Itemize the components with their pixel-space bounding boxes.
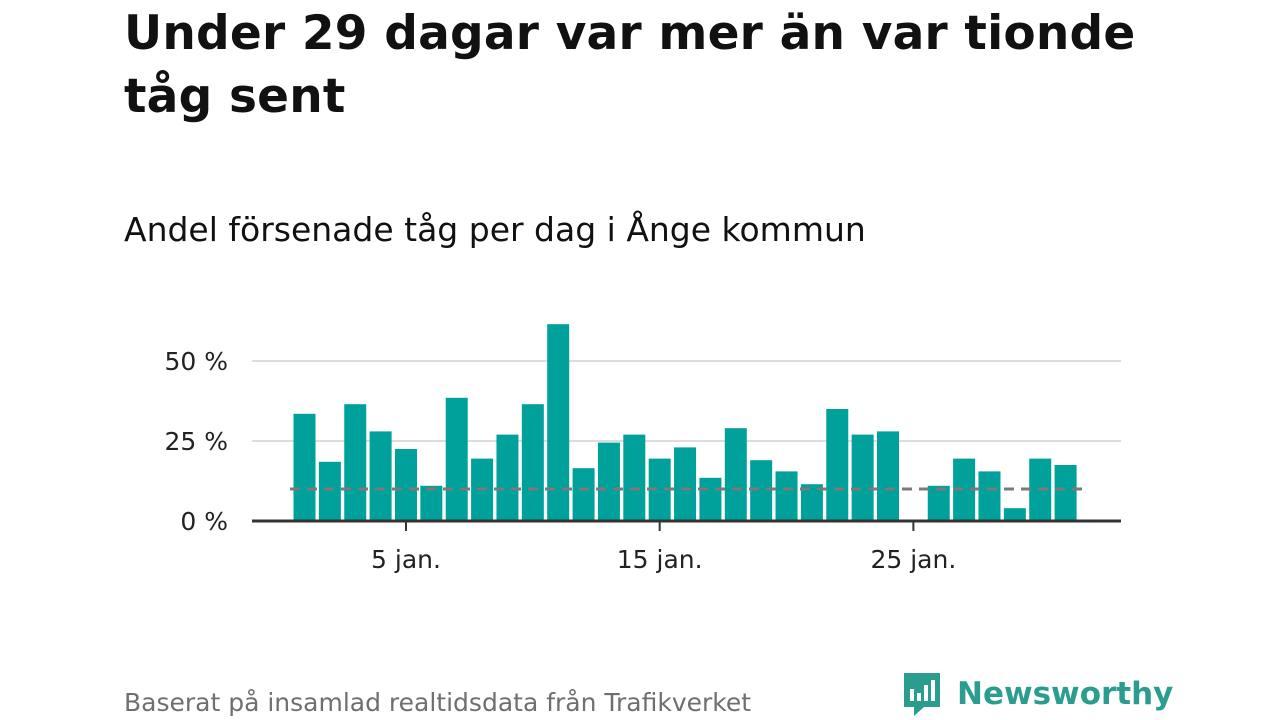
bar: [318, 461, 341, 521]
bar: [877, 431, 900, 521]
headline: Under 29 dagar var mer än var tionde tåg…: [124, 6, 1136, 124]
bar: [826, 409, 849, 521]
bar: [369, 431, 392, 521]
bar: [750, 460, 773, 521]
bar: [597, 442, 620, 521]
brand-logo: Newsworthy: [902, 671, 1173, 717]
bar: [800, 484, 823, 521]
bar: [1054, 465, 1077, 521]
y-tick-label: 50 %: [164, 347, 228, 376]
bar: [699, 477, 722, 521]
bar: [927, 485, 950, 521]
bar: [623, 434, 646, 521]
bar: [648, 458, 671, 521]
bar: [445, 397, 468, 521]
brand-name: Newsworthy: [957, 676, 1174, 712]
source-note: Baserat på insamlad realtidsdata från Tr…: [124, 688, 752, 717]
bar: [1003, 508, 1026, 521]
bar: [978, 471, 1001, 521]
newsworthy-icon: [904, 673, 940, 716]
y-tick-label: 0 %: [180, 507, 228, 536]
bar: [344, 404, 367, 521]
y-tick-label: 25 %: [164, 427, 228, 456]
bar: [293, 413, 316, 521]
x-tick-label: 25 jan.: [870, 545, 956, 574]
bar: [547, 324, 570, 521]
bar: [496, 434, 519, 521]
bar: [420, 485, 443, 521]
bar: [521, 404, 544, 521]
x-tick-label: 15 jan.: [617, 545, 703, 574]
bar: [775, 471, 798, 521]
bar: [394, 449, 417, 521]
subtitle: Andel försenade tåg per dag i Ånge kommu…: [124, 210, 866, 249]
bar: [572, 468, 595, 521]
bar: [674, 447, 697, 521]
bar: [953, 458, 976, 521]
bar: [724, 428, 747, 521]
bar: [851, 434, 874, 521]
x-tick-label: 5 jan.: [371, 545, 441, 574]
